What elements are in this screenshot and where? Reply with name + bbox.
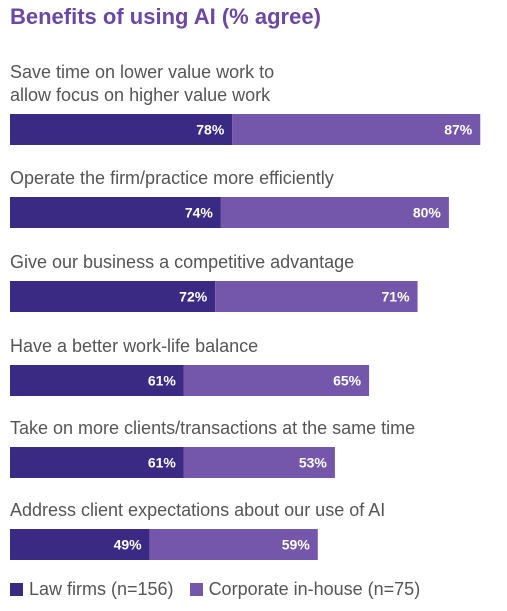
bar-law-firms: [10, 197, 221, 228]
data-label-law-firms: 78%: [196, 122, 225, 138]
category-label: allow focus on higher value work: [10, 85, 271, 105]
category-label: Save time on lower value work to: [10, 62, 274, 82]
bar-law-firms: [10, 447, 184, 478]
legend: Law firms (n=156) Corporate in-house (n=…: [10, 579, 420, 600]
chart-title: Benefits of using AI (% agree): [10, 4, 321, 29]
data-label-corporate-in-house: 80%: [413, 205, 442, 221]
data-label-corporate-in-house: 65%: [333, 373, 362, 389]
bar-law-firms: [10, 281, 216, 312]
data-label-law-firms: 49%: [114, 537, 143, 553]
data-label-law-firms: 61%: [148, 455, 177, 471]
data-label-corporate-in-house: 53%: [299, 455, 328, 471]
bar-corporate-in-house: [215, 281, 418, 312]
bar-corporate-in-house: [149, 529, 318, 560]
data-label-corporate-in-house: 87%: [444, 122, 473, 138]
legend-label-law-firms: Law firms (n=156): [29, 579, 174, 599]
category-label: Give our business a competitive advantag…: [10, 252, 354, 272]
data-label-law-firms: 74%: [185, 205, 214, 221]
bar-chart: Save time on lower value work to allow fo…: [10, 62, 481, 560]
bar-corporate-in-house: [183, 365, 370, 396]
data-label-law-firms: 72%: [179, 289, 208, 305]
bar-corporate-in-house: [220, 197, 449, 228]
category-label: Operate the firm/practice more efficient…: [10, 168, 334, 188]
legend-label-corporate-in-house: Corporate in-house (n=75): [208, 579, 421, 599]
bar-corporate-in-house: [232, 114, 481, 145]
legend-swatch-law-firms: [10, 583, 23, 596]
data-label-corporate-in-house: 59%: [282, 537, 311, 553]
bar-law-firms: [10, 114, 233, 145]
bar-corporate-in-house: [183, 447, 335, 478]
legend-item-corporate-in-house: Corporate in-house (n=75): [189, 579, 421, 600]
category-label: Take on more clients/transactions at the…: [10, 418, 415, 438]
legend-swatch-corporate-in-house: [189, 583, 203, 596]
bar-law-firms: [10, 365, 184, 396]
data-label-corporate-in-house: 71%: [382, 289, 411, 305]
data-label-law-firms: 61%: [148, 373, 177, 389]
category-label: Have a better work-life balance: [10, 336, 258, 356]
category-label: Address client expectations about our us…: [10, 500, 385, 520]
bar-law-firms: [10, 529, 150, 560]
legend-item-law-firms: Law firms (n=156): [10, 579, 174, 600]
